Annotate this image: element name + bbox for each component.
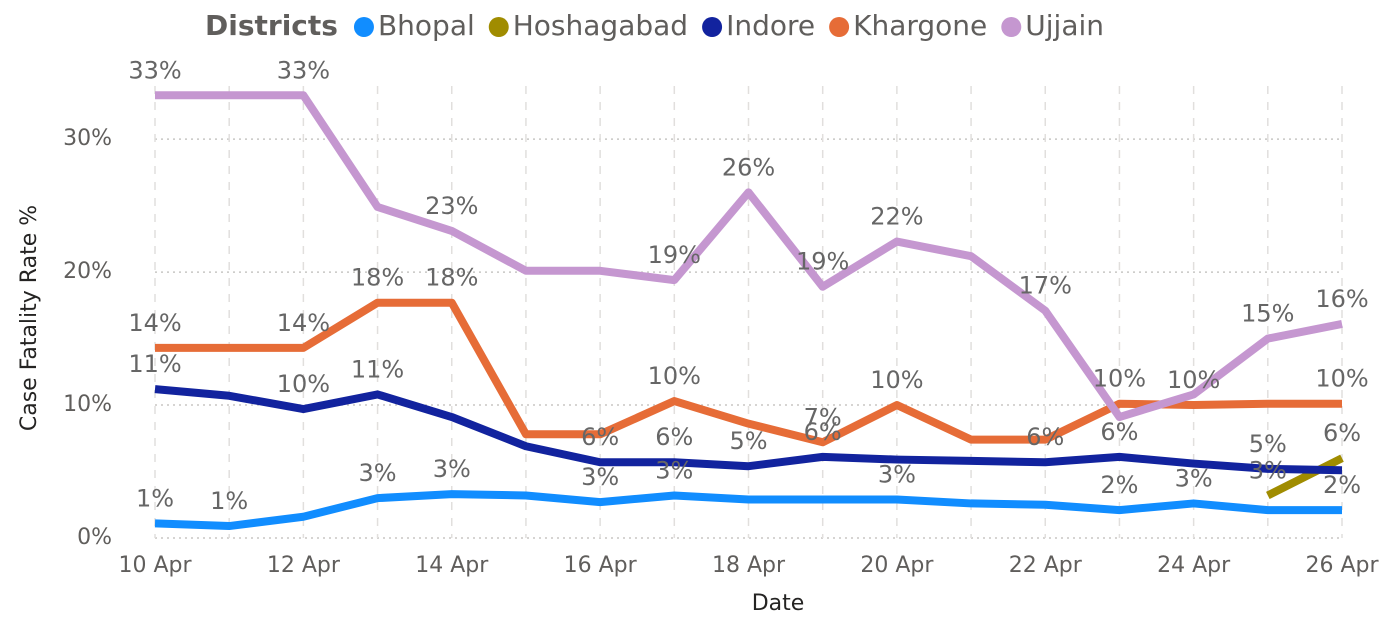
data-label: 10% <box>1093 365 1146 393</box>
data-label: 10% <box>1167 366 1220 394</box>
data-label: 6% <box>581 423 619 451</box>
data-label: 6% <box>1100 418 1138 446</box>
data-label: 14% <box>277 309 330 337</box>
legend-marker <box>1001 17 1022 37</box>
data-label: 3% <box>655 456 693 484</box>
data-label: 3% <box>581 463 619 491</box>
data-label: 15% <box>1241 300 1294 328</box>
data-label: 6% <box>655 423 693 451</box>
y-axis-title: Case Fatality Rate % <box>17 205 42 431</box>
x-tick-label: 24 Apr <box>1157 553 1231 578</box>
legend-label: Ujjain <box>1025 9 1104 42</box>
data-label: 11% <box>351 355 404 383</box>
x-tick-label: 26 Apr <box>1305 553 1379 578</box>
data-label: 7% <box>804 403 842 431</box>
x-tick-label: 14 Apr <box>415 553 489 578</box>
series-line <box>155 91 1343 422</box>
legend-label: Hoshagabad <box>513 9 688 42</box>
x-tick-label: 12 Apr <box>267 553 341 578</box>
x-tick-label: 18 Apr <box>712 553 786 578</box>
x-tick-label: 16 Apr <box>564 553 638 578</box>
y-tick-label: 30% <box>63 126 112 151</box>
data-label: 3% <box>359 459 397 487</box>
x-tick-label: 22 Apr <box>1009 553 1083 578</box>
x-tick-label: 10 Apr <box>118 553 192 578</box>
legend-label: Bhopal <box>378 9 475 42</box>
data-label: 10% <box>277 370 330 398</box>
legend-marker <box>488 17 509 37</box>
data-label: 2% <box>1323 471 1361 499</box>
data-label: 3% <box>433 455 471 483</box>
data-label: 5% <box>729 427 767 455</box>
data-label: 6% <box>1026 423 1064 451</box>
data-label: 22% <box>870 203 923 231</box>
data-label: 6% <box>1323 419 1361 447</box>
legend-label: Indore <box>726 9 815 42</box>
data-label: 19% <box>796 248 849 276</box>
series-line <box>154 385 1343 475</box>
data-label: 1% <box>210 487 248 515</box>
data-label: 23% <box>425 192 478 220</box>
legend-label: Khargone <box>853 9 987 42</box>
y-tick-label: 10% <box>63 392 112 417</box>
y-tick-label: 0% <box>77 525 112 550</box>
legend-marker <box>353 17 374 37</box>
data-label: 33% <box>128 56 181 84</box>
data-label: 3% <box>1175 464 1213 492</box>
data-label: 2% <box>1100 471 1138 499</box>
data-label: 19% <box>648 241 701 269</box>
data-label: 11% <box>128 350 181 378</box>
x-axis-title: Date <box>752 591 805 616</box>
series-line <box>155 298 1342 447</box>
data-label: 10% <box>870 366 923 394</box>
data-label: 6% <box>804 418 842 446</box>
legend-marker <box>702 17 723 37</box>
data-label: 18% <box>425 264 478 292</box>
data-label: 16% <box>1315 285 1368 313</box>
y-tick-label: 20% <box>63 259 112 284</box>
legend-marker <box>829 17 850 37</box>
data-label: 5% <box>1249 430 1287 458</box>
data-label: 14% <box>128 309 181 337</box>
legend-title: Districts <box>205 9 338 42</box>
data-label: 10% <box>1315 365 1368 393</box>
data-label: 26% <box>722 153 775 181</box>
data-label: 33% <box>277 56 330 84</box>
data-label: 3% <box>878 460 916 488</box>
x-tick-label: 20 Apr <box>860 553 934 578</box>
data-label: 18% <box>351 264 404 292</box>
data-label: 1% <box>136 484 174 512</box>
data-label: 3% <box>1249 456 1287 484</box>
data-label: 10% <box>648 362 701 390</box>
data-label: 17% <box>1019 272 1072 300</box>
series-line <box>1266 454 1344 500</box>
series-line <box>154 490 1342 531</box>
